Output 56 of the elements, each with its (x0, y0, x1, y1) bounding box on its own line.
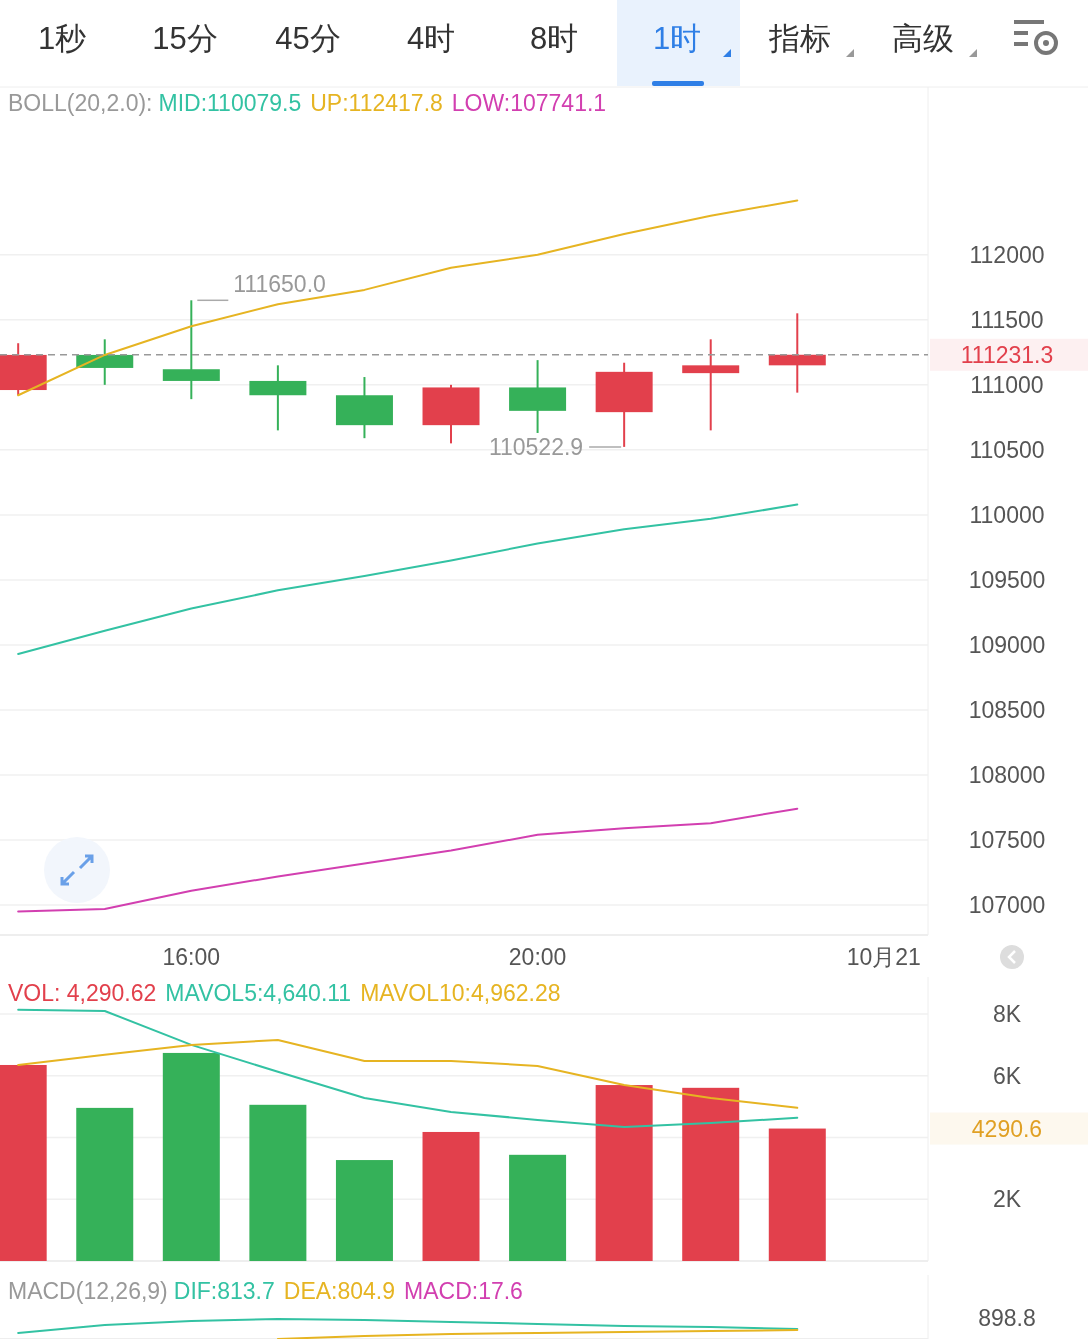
text: 4290.6 (971, 1115, 1043, 1142)
y-tick-label: 107000 (968, 892, 1046, 919)
annotation: 111650.0 (233, 271, 326, 298)
y-tick-label: 107500 (968, 827, 1046, 854)
text: 898.8 (978, 1305, 1036, 1331)
text: LOW:107741.1 (451, 90, 607, 116)
text: 8时 (529, 20, 579, 56)
annotation: 110522.9 (488, 433, 584, 460)
line-series (17, 1008, 799, 1129)
text: 1秒 (37, 20, 87, 56)
line-series (17, 807, 799, 913)
text: UP:112417.8 (310, 90, 443, 116)
bar (76, 1107, 134, 1261)
ref-line-label: 111231.3 (960, 341, 1054, 368)
bar (162, 1052, 220, 1261)
bar (768, 1128, 826, 1261)
y-tick-label: 2K (992, 1186, 1022, 1213)
text: 高级 (892, 20, 954, 56)
text: 4时 (406, 20, 456, 56)
text: 15分 (152, 20, 218, 56)
x-tick-label: 10月21 (846, 944, 921, 970)
x-tick-label: 16:00 (162, 944, 221, 970)
bar (595, 1085, 653, 1261)
y-tick-label: 8K (992, 1001, 1022, 1028)
y-tick-label: 110500 (969, 436, 1045, 463)
candlestick (682, 338, 740, 432)
legend-label: MACD:17.6 (404, 1278, 523, 1304)
bar (422, 1131, 480, 1262)
bar (682, 1087, 740, 1261)
y-tick-label: 6K (992, 1062, 1022, 1089)
chart-title: BOLL(20,2.0): (8, 90, 153, 116)
bar (335, 1160, 393, 1261)
text: 指标 (768, 20, 831, 56)
line-series (17, 199, 799, 397)
series-label: MAVOL5:4,640.11 (165, 980, 352, 1006)
line-series (17, 503, 799, 656)
bar (249, 1104, 307, 1261)
text: VOL: 4,290.62 (8, 980, 157, 1006)
y-tick-label: 108000 (968, 762, 1046, 789)
bar (509, 1154, 567, 1261)
y-tick-label: 111000 (970, 371, 1044, 398)
y-tick-label: 110000 (969, 501, 1045, 528)
y-tick-label: 109500 (968, 566, 1046, 593)
text: 45分 (275, 20, 341, 56)
y-tick-label: 111500 (970, 306, 1044, 333)
x-tick-label: 20:00 (508, 944, 567, 970)
y-tick-label: 112000 (969, 241, 1045, 268)
series-label: DEA:804.9 (283, 1278, 396, 1304)
y-tick-label: 108500 (968, 696, 1046, 723)
text: 1时 (652, 20, 702, 56)
line-series (17, 1038, 799, 1109)
y-tick-label: 109000 (968, 631, 1046, 658)
chart-title: MACD(12,26,9) (8, 1278, 168, 1304)
text: MAVOL10:4,962.28 (360, 980, 561, 1006)
text: MID:110079.5 (158, 90, 302, 116)
series-label: DIF:813.7 (173, 1278, 275, 1304)
